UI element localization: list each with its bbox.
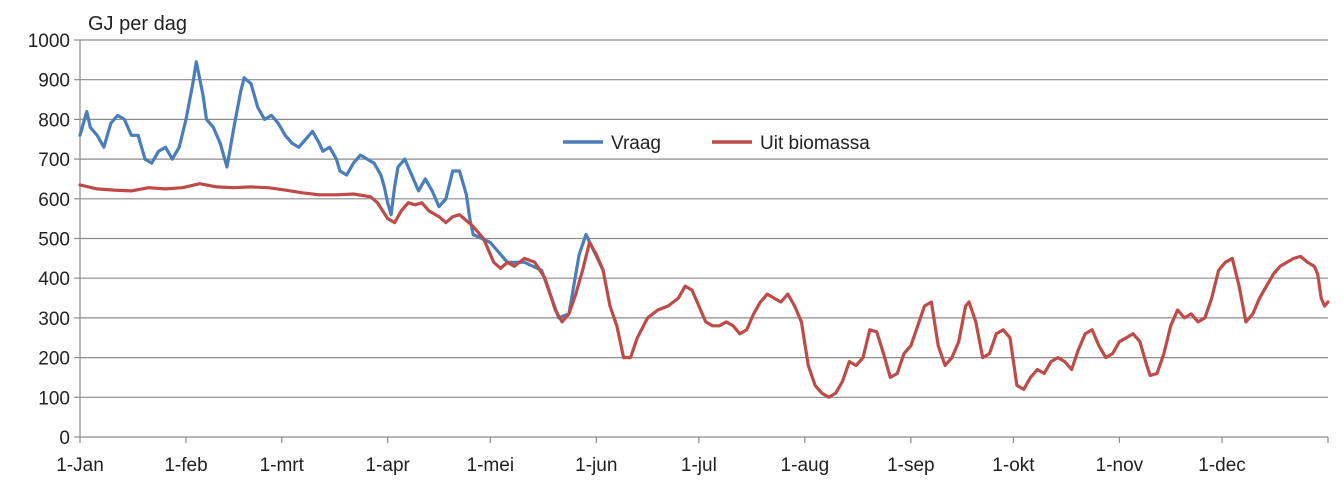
series-line-vraag: [78, 60, 605, 320]
y-axis-title: GJ per dag: [88, 13, 187, 35]
y-tick-label: 700: [38, 150, 70, 171]
legend-label: Vraag: [611, 133, 661, 154]
series-line-uit-biomassa: [78, 182, 1330, 399]
x-tick-label: 1-jun: [575, 455, 617, 476]
y-tick-label: 200: [38, 349, 70, 370]
x-axis: 1-Jan 1-feb 1-mrt 1-apr 1-mei 1-jun 1-jul 1-aug…: [56, 436, 1329, 476]
x-tick-label: 1-sep: [887, 455, 935, 476]
legend: Vraag Uit biomassa: [563, 133, 870, 154]
x-tick-label: 1-okt: [992, 455, 1035, 476]
x-tick-label: 1-mei: [467, 455, 515, 476]
y-tick-label: 300: [38, 309, 70, 330]
y-tick-label: 500: [38, 230, 70, 251]
y-tick-label: 600: [38, 190, 70, 211]
y-tick-label: 400: [38, 269, 70, 290]
x-tick-label: 1-jul: [681, 455, 717, 476]
y-tick-label: 100: [38, 388, 70, 409]
y-tick-label: 0: [59, 428, 70, 449]
x-tick-label: 1-dec: [1198, 455, 1246, 476]
y-axis: 0 100 200 300 400 500 600 700 800 900 1000: [28, 31, 81, 449]
y-tick-label: 900: [38, 71, 70, 92]
x-tick-label: 1-feb: [164, 455, 207, 476]
y-tick-label: 800: [38, 110, 70, 131]
y-tick-label: 1000: [28, 31, 70, 52]
x-tick-label: 1-mrt: [260, 455, 305, 476]
x-tick-label: 1-Jan: [56, 455, 104, 476]
plot-series: [78, 60, 1330, 399]
x-tick-label: 1-apr: [366, 455, 411, 476]
gridlines: [80, 39, 1328, 398]
x-tick-label: 1-nov: [1096, 455, 1144, 476]
legend-label: Uit biomassa: [760, 133, 870, 154]
x-tick-label: 1-aug: [781, 455, 830, 476]
